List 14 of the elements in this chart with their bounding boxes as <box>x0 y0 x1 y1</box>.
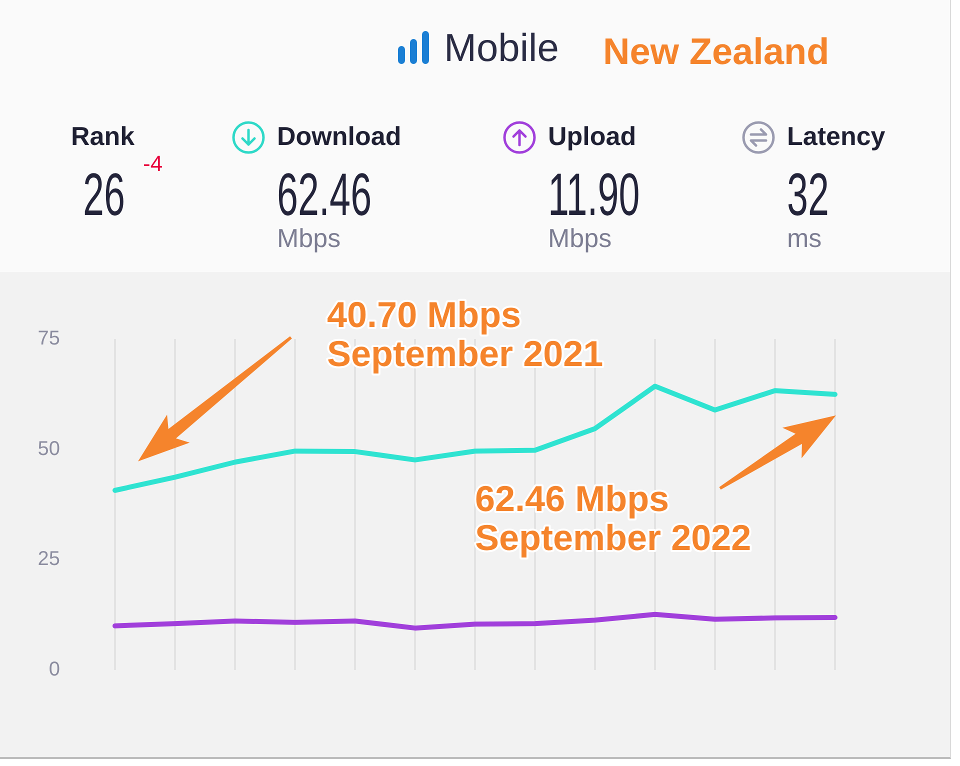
text: Upload <box>548 121 636 151</box>
y-tick-label: 25 <box>38 548 60 570</box>
y-tick-label: 0 <box>48 658 60 681</box>
text: Mobile <box>444 27 559 70</box>
y-tick-label: 50 <box>38 438 60 460</box>
annotation: 62.46 Mbps September 2022 <box>475 478 752 558</box>
text: New Zealand <box>603 30 830 72</box>
text: 26 <box>83 161 126 228</box>
text: Latency <box>787 121 886 151</box>
text: Rank <box>71 121 135 151</box>
text: Download <box>277 121 402 151</box>
annotation: 40.70 Mbps September 2021 <box>327 294 604 374</box>
y-tick-label: 75 <box>38 328 60 350</box>
text: -4 <box>143 151 163 176</box>
